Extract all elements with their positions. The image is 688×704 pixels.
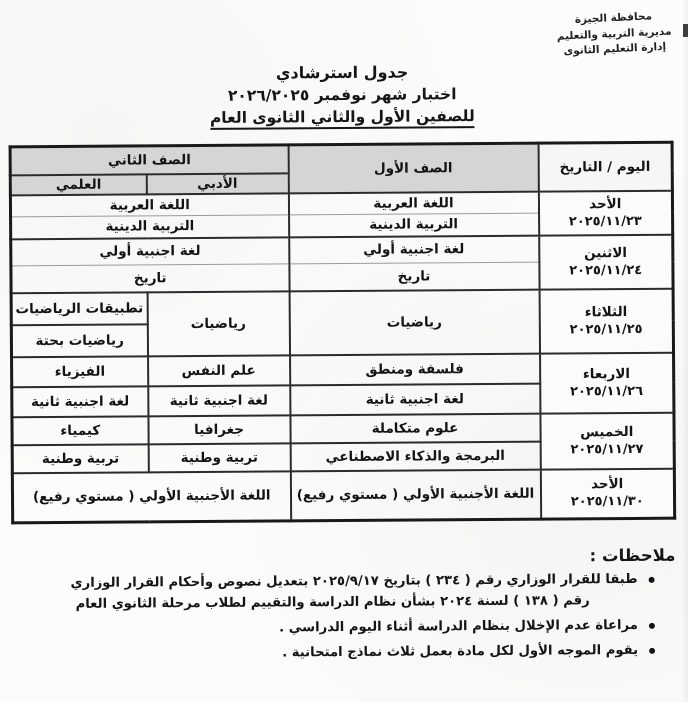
subject-cell: التربية الدينية (288, 213, 539, 237)
table-row: الخميس ٢٠٢٥/١١/٢٧ علوم متكاملة جغرافيا ك… (11, 412, 675, 470)
bullet-icon (648, 622, 655, 629)
day-name: الاربعاء (582, 365, 631, 382)
table-row: الأحد ٢٠٢٥/١١/٢٣ اللغة العربية اللغة الع… (10, 190, 673, 236)
notes-section: ملاحظات : طبقا للقرار الوزاري رقم ( ٢٣٤ … (15, 546, 676, 670)
day-cell-wednesday-26: الاربعاء ٢٠٢٥/١١/٢٦ (539, 352, 674, 414)
subject-cell: كيمياء (11, 415, 149, 445)
subject-cell: اللغة العربية (10, 192, 289, 217)
subject-cell: علوم متكاملة (289, 413, 541, 443)
day-cell-sunday-23: الأحد ٢٠٢٥/١١/٢٣ (538, 190, 673, 236)
subject-cell: جغرافيا (147, 414, 291, 444)
subject-cell: تربية وطنية (12, 443, 149, 473)
note-item: طبقا للقرار الوزاري رقم ( ٢٣٤ ) بتاريخ ٢… (16, 569, 668, 616)
note-item: يقوم الموجه الأول لكل مادة بعمل ثلاث نما… (16, 640, 668, 666)
subject-cell: اللغة الأجنبية الأولي ( مستوي رفيع) (290, 469, 541, 521)
table-header-row: اليوم / التاريخ الصف الأول الصف الثاني (10, 142, 673, 193)
day-date: ٢٠٢٥/١١/٢٣ (568, 213, 642, 229)
day-name: الأحد (591, 476, 624, 493)
subject-cell: الفيزياء (11, 355, 148, 387)
subject-cell: البرمجة والذكاء الاصطناعي (290, 441, 541, 471)
bullet-icon (649, 647, 656, 654)
note-item: مراعاة عدم الإخلال بنظام الدراسة أثناء ا… (16, 615, 668, 641)
note-text: طبقا للقرار الوزاري رقم ( ٢٣٤ ) بتاريخ ٢… (70, 571, 638, 612)
day-cell-sunday-30: الأحد ٢٠٢٥/١١/٣٠ (540, 468, 675, 520)
table-row: الأحد ٢٠٢٥/١١/٣٠ اللغة الأجنبية الأولي (… (12, 468, 675, 523)
subject-cell: لغة اجنبية أولي (288, 235, 539, 264)
bullet-icon (648, 576, 655, 583)
header-day-date: اليوم / التاريخ (538, 142, 673, 192)
note-text: يقوم الموجه الأول لكل مادة بعمل ثلاث نما… (282, 642, 639, 661)
subject-cell: تطبيقات الرياضيات (11, 291, 148, 325)
subject-cell: تربية وطنية (148, 442, 291, 472)
day-name: الخميس (580, 423, 634, 440)
day-name: الثلاثاء (584, 303, 628, 320)
notes-heading: ملاحظات : (589, 545, 676, 566)
day-cell-tuesday-25: الثلاثاء ٢٠٢٥/١١/٢٥ (539, 288, 674, 354)
table-row: الاربعاء ٢٠٢٥/١١/٢٦ فلسفة ومنطق علم النف… (11, 352, 674, 414)
day-date: ٢٠٢٥/١١/٢٥ (569, 321, 643, 337)
day-name: الأحد (589, 195, 622, 212)
day-date: ٢٠٢٥/١١/٢٦ (569, 383, 644, 399)
header-grade2: الصف الثاني (10, 144, 289, 175)
subject-cell: تاريخ (10, 263, 290, 293)
day-date: ٢٠٢٥/١١/٢٤ (569, 262, 643, 278)
day-date: ٢٠٢٥/١١/٣٠ (570, 494, 644, 510)
subject-cell: لغة اجنبية ثانية (11, 385, 148, 417)
day-cell-monday-24: الاثنين ٢٠٢٥/١١/٢٤ (538, 234, 674, 290)
exam-schedule-table: اليوم / التاريخ الصف الأول الصف الثاني ا… (8, 140, 677, 525)
subject-cell: اللغة الأجنبية الأولي ( مستوي رفيع) (12, 470, 291, 523)
scan-artifact (683, 24, 688, 37)
header-grade1: الصف الأول (288, 143, 539, 193)
subject-cell: اللغة العربية (288, 191, 539, 215)
scan-edge-shade (682, 0, 688, 702)
subject-cell: رياضيات بحتة (11, 323, 148, 357)
table-row: الثلاثاء ٢٠٢٥/١١/٢٥ رياضيات رياضيات تطبي… (11, 288, 674, 356)
header-scientific: العلمي (10, 173, 147, 195)
subject-cell: علم النفس (147, 354, 290, 386)
table-row: الاثنين ٢٠٢٥/١١/٢٤ لغة اجنبية أولي لغة ا… (10, 234, 674, 290)
document-title: جدول استرشادي اختبار شهر نوفمبر ٢٠٢٦/٢٠٢… (0, 60, 686, 131)
subject-cell: لغة اجنبية أولي (10, 236, 289, 266)
note-text: مراعاة عدم الإخلال بنظام الدراسة أثناء ا… (279, 617, 638, 636)
title-line-3: للصفين الأول والثاني الثانوى العام (0, 104, 686, 131)
subject-cell: فلسفة ومنطق (289, 353, 540, 385)
day-date: ٢٠٢٥/١١/٢٧ (570, 441, 644, 457)
letterhead: محافظة الجيزة مديرية التربية والتعليم إد… (556, 9, 673, 61)
subject-cell: لغة اجنبية ثانية (147, 384, 290, 416)
day-cell-thursday-27: الخميس ٢٠٢٥/١١/٢٧ (539, 412, 675, 470)
header-literary: الأدبي (146, 172, 289, 194)
day-name: الاثنين (584, 244, 628, 261)
subject-cell: رياضيات (147, 290, 290, 356)
subject-cell: لغة اجنبية ثانية (289, 383, 540, 415)
subject-cell: رياضيات (289, 289, 540, 355)
subject-cell: التربية الدينية (10, 214, 289, 239)
subject-cell: تاريخ (288, 262, 540, 291)
